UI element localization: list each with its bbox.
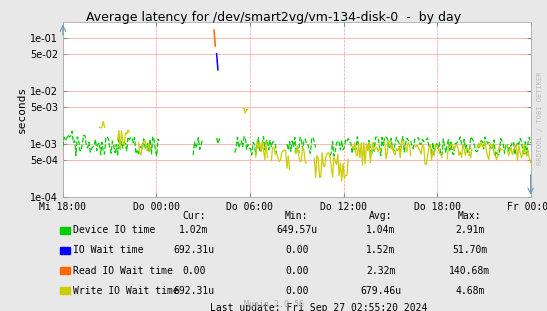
Text: Cur:: Cur: [182,211,206,221]
Text: Write IO Wait time: Write IO Wait time [73,286,178,296]
Text: 649.57u: 649.57u [276,225,317,235]
Text: Device IO time: Device IO time [73,225,155,235]
Text: 1.02m: 1.02m [179,225,208,235]
Text: 1.52m: 1.52m [366,245,395,255]
Text: Munin 2.0.56: Munin 2.0.56 [243,300,304,309]
Text: Last update: Fri Sep 27 02:55:20 2024: Last update: Fri Sep 27 02:55:20 2024 [210,303,427,311]
Text: 51.70m: 51.70m [452,245,487,255]
Text: 692.31u: 692.31u [173,286,214,296]
Text: 2.91m: 2.91m [455,225,485,235]
Text: 692.31u: 692.31u [173,245,214,255]
Text: 0.00: 0.00 [182,266,206,276]
Text: Read IO Wait time: Read IO Wait time [73,266,173,276]
Text: Min:: Min: [285,211,309,221]
Text: Max:: Max: [458,211,481,221]
Text: 1.04m: 1.04m [366,225,395,235]
Text: 0.00: 0.00 [285,286,309,296]
Text: RRDTOOL / TOBI OETIKER: RRDTOOL / TOBI OETIKER [537,72,543,165]
Text: 0.00: 0.00 [285,245,309,255]
Text: 2.32m: 2.32m [366,266,395,276]
Text: Average latency for /dev/smart2vg/vm-134-disk-0  -  by day: Average latency for /dev/smart2vg/vm-134… [86,11,461,24]
Y-axis label: seconds: seconds [18,86,27,133]
Text: 0.00: 0.00 [285,266,309,276]
Text: IO Wait time: IO Wait time [73,245,143,255]
Text: 679.46u: 679.46u [360,286,401,296]
Text: 4.68m: 4.68m [455,286,485,296]
Text: 140.68m: 140.68m [449,266,490,276]
Text: Avg:: Avg: [369,211,393,221]
